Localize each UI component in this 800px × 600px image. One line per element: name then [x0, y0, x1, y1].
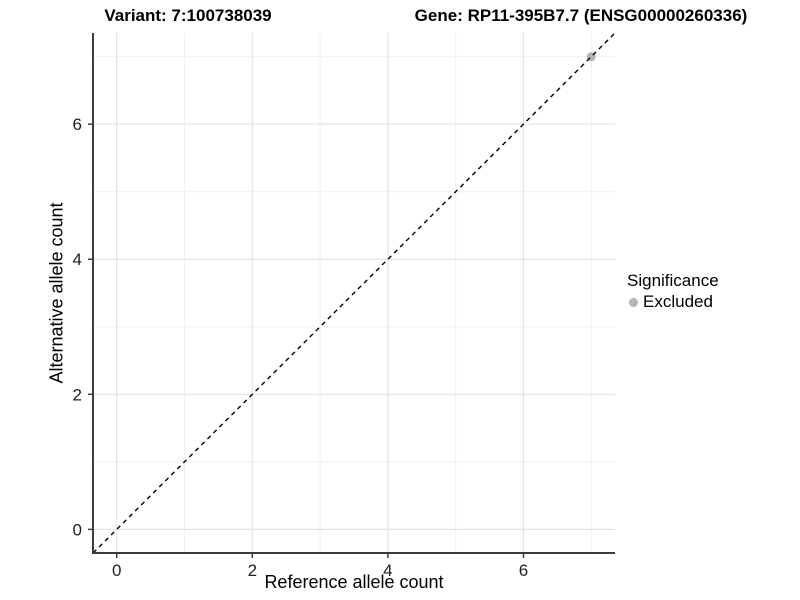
x-tick-label: 4 — [383, 561, 392, 580]
major-gridlines — [93, 33, 615, 553]
variant-title: Variant: 7:100738039 — [104, 6, 272, 25]
x-tick-label: 2 — [248, 561, 257, 580]
legend: Significance Excluded — [627, 271, 719, 312]
x-tick-label: 0 — [112, 561, 121, 580]
legend-item-excluded: Excluded — [627, 292, 719, 312]
y-tick-label: 2 — [73, 385, 82, 404]
axis-ticks-and-labels: 0 2 4 6 0 2 4 6 — [73, 115, 529, 580]
legend-title: Significance — [627, 271, 719, 290]
y-tick-label: 6 — [73, 115, 82, 134]
gene-title: Gene: RP11-395B7.7 (ENSG00000260336) — [414, 6, 748, 25]
minor-gridlines — [93, 33, 615, 553]
x-tick-label: 6 — [519, 561, 528, 580]
y-axis-title: Alternative allele count — [46, 202, 67, 384]
axis-lines — [92, 33, 615, 554]
legend-point-icon — [629, 297, 638, 307]
legend-item-label: Excluded — [643, 292, 713, 311]
y-tick-label: 0 — [73, 520, 82, 539]
identity-dashed-line — [92, 32, 616, 554]
x-axis-title: Reference allele count — [264, 572, 444, 592]
y-tick-label: 4 — [73, 250, 82, 269]
